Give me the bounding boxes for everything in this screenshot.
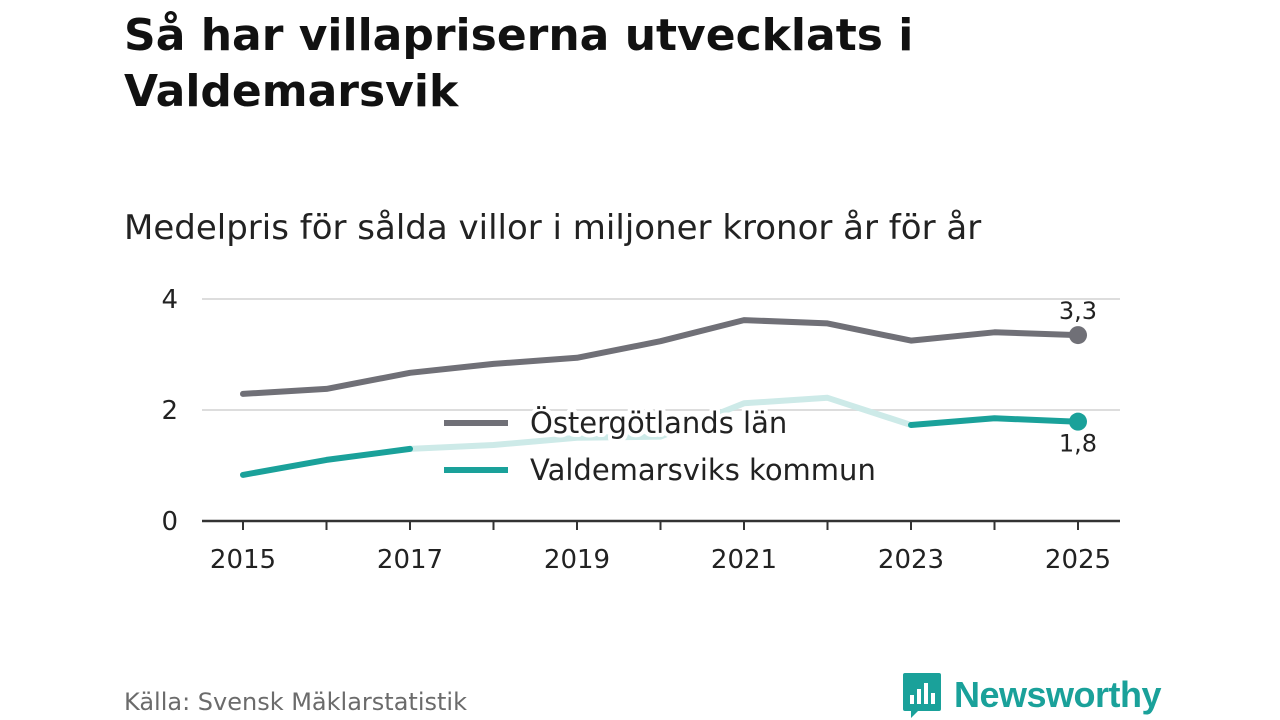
x-tick-label: 2015 bbox=[210, 545, 276, 575]
chart-title: Så har villapriserna utvecklats i Valdem… bbox=[124, 10, 914, 117]
source-note: Källa: Svensk Mäklarstatistik bbox=[124, 688, 467, 716]
end-label-ostergotland: 3,3 bbox=[1059, 297, 1097, 325]
grid-layer: 0 2 4 2015 2017 2019 2021 2023 2025 bbox=[161, 285, 1120, 575]
label-layer: 3,3 1,8 bbox=[1059, 297, 1097, 458]
chart-subtitle: Medelpris för sålda villor i miljoner kr… bbox=[124, 208, 982, 248]
x-tick-label: 2017 bbox=[377, 545, 443, 575]
end-label-valdemarsvik: 1,8 bbox=[1059, 430, 1097, 458]
series-end-point-ostergotland bbox=[1069, 326, 1087, 345]
legend-label-ostergotland: Östergötlands län bbox=[530, 406, 787, 440]
x-tick-label: 2023 bbox=[878, 545, 944, 575]
series-line-valdemarsvik-start bbox=[240, 445, 413, 478]
series-line-valdemarsvik-end bbox=[908, 415, 1081, 428]
brand-name: Newsworthy bbox=[954, 674, 1162, 715]
series-line-ostergotland bbox=[240, 317, 1081, 397]
legend: Östergötlands län Valdemarsviks kommun bbox=[444, 402, 880, 491]
series-end-point-valdemarsvik bbox=[1069, 412, 1087, 431]
x-tick-label: 2025 bbox=[1045, 545, 1111, 575]
y-tick-label: 0 bbox=[161, 507, 178, 537]
y-tick-label: 4 bbox=[161, 285, 178, 315]
y-tick-label: 2 bbox=[161, 396, 178, 426]
brand[interactable]: Newsworthy bbox=[902, 670, 1162, 720]
series-line-valdemarsvik-faded bbox=[409, 394, 912, 452]
series-layer bbox=[240, 317, 1087, 478]
legend-label-valdemarsvik: Valdemarsviks kommun bbox=[530, 453, 876, 487]
x-tick-label: 2021 bbox=[711, 545, 777, 575]
x-tick-label: 2019 bbox=[544, 545, 610, 575]
newsworthy-logo-icon bbox=[903, 673, 941, 718]
